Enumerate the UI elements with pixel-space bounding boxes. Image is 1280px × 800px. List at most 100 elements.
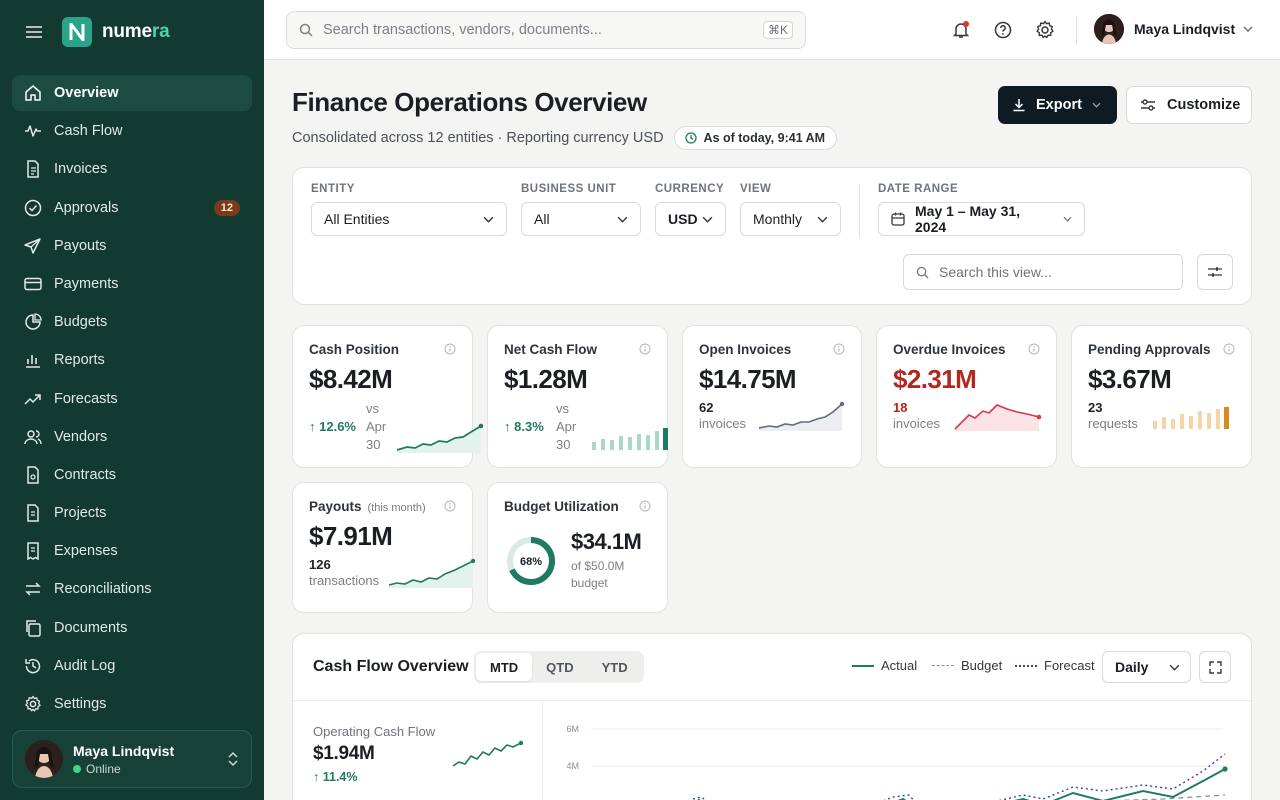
kpi-title-text: Payouts [309,499,362,514]
info-icon[interactable] [639,500,651,512]
kpi-payouts[interactable]: Payouts (this month) $7.91M 126 transactio… [292,482,475,613]
sidebar-item-approvals[interactable]: Approvals 12 [12,190,252,226]
sidebar-item-payouts[interactable]: Payouts [12,228,252,264]
info-icon[interactable] [639,343,651,355]
info-icon[interactable] [833,343,845,355]
gear-icon[interactable] [1033,18,1057,42]
menu-icon[interactable] [22,20,46,44]
operating-sparkline [452,740,523,767]
granularity-select[interactable]: Daily [1102,651,1191,683]
filter-divider [859,184,860,238]
date-range-filter: DATE RANGE May 1 – May 31, 2024 [878,183,1085,236]
sidebar-item-label: Payouts [54,237,107,254]
search-input[interactable]: Search transactions, vendors, documents.… [323,22,602,38]
operating-cash-flow-delta-value: 11.4% [322,770,358,784]
page-title: Finance Operations Overview [292,87,647,117]
budget-donut-arc [507,537,555,585]
sidebar-item-cash-flow[interactable]: Cash Flow [12,113,252,149]
export-button[interactable]: Export [998,86,1117,124]
kpi-sparkline [759,401,845,431]
sidebar-item-label: Cash Flow [54,123,123,140]
kpi-bars [1153,407,1229,429]
user-name: Maya Lindqvist [1134,21,1236,37]
sidebar-item-reports[interactable]: Reports [12,342,252,378]
view-select[interactable]: Monthly [740,202,841,236]
notifications-bell-icon[interactable] [949,18,973,42]
calendar-icon [891,212,905,226]
kpi-delta-value: 8.3% [514,419,544,434]
sidebar-item-forecasts[interactable]: Forecasts [12,381,252,417]
legend-actual-swatch [852,664,874,667]
currency-filter: CURRENCY USD [655,183,726,236]
kpi-value: $8.42M [309,364,393,394]
sidebar-item-contracts[interactable]: Contracts [12,457,252,493]
tab-qtd[interactable]: QTD [546,659,574,675]
info-icon[interactable] [444,343,456,355]
entity-select[interactable]: All Entities [311,202,507,236]
main-content: Finance Operations Overview Consolidated… [264,60,1280,800]
tab-mtd[interactable]: MTD [476,653,533,681]
currency-select[interactable]: USD [655,202,726,236]
kpi-title: Payouts (this month) [309,499,426,514]
kpi-title: Net Cash Flow [504,342,598,357]
expand-chevrons-icon[interactable] [227,751,239,767]
date-range-value: May 1 – May 31, 2024 [915,203,1021,235]
tab-ytd[interactable]: YTD [601,659,628,675]
date-range-select[interactable]: May 1 – May 31, 2024 [878,202,1085,236]
customize-button[interactable]: Customize [1126,86,1252,124]
kpi-net-cash-flow[interactable]: Net Cash Flow $1.28M ↑ 8.3% vs Apr 30 [487,325,668,468]
sidebar-item-expenses[interactable]: Expenses [12,533,252,569]
chevron-down-icon [1169,664,1180,671]
view-search-input[interactable]: Search this view... [939,264,1052,280]
user-menu[interactable]: Maya Lindqvist [1094,14,1253,44]
expand-button[interactable] [1199,651,1231,683]
sidebar-user-card[interactable]: Maya Lindqvist Online [12,730,252,788]
help-icon[interactable] [991,18,1015,42]
business-unit-select[interactable]: All [521,202,641,236]
filters-panel: ENTITY All Entities BUSINESS UNIT All CU… [292,167,1252,305]
chevron-down-icon [483,216,494,223]
actual-line [696,768,1226,800]
filter-settings-button[interactable] [1197,254,1233,290]
sliders-icon [1208,266,1222,278]
sidebar-item-projects[interactable]: Projects [12,495,252,531]
sidebar-item-audit-log[interactable]: Audit Log [12,648,252,684]
kpi-pending-approvals[interactable]: Pending Approvals $3.67M 23 requests [1071,325,1252,468]
entity-value: All Entities [324,211,390,227]
sidebar-item-settings[interactable]: Settings [12,686,252,722]
sidebar-item-label: Contracts [54,466,117,483]
sidebar-item-invoices[interactable]: Invoices [12,151,252,187]
view-search[interactable]: Search this view... [903,254,1183,290]
customize-label: Customize [1167,97,1241,113]
user-status-label: Online [86,761,121,776]
sidebar-item-label: Settings [54,696,107,712]
entity-filter: ENTITY All Entities [311,183,507,236]
as-of-label: As of today, 9:41 AM [703,131,826,145]
sidebar-item-label: Vendors [54,428,108,445]
sidebar-item-reconciliations[interactable]: Reconciliations [12,571,252,607]
sliders-icon [1141,99,1155,111]
sidebar-item-payments[interactable]: Payments [12,266,252,302]
kpi-budget-utilization[interactable]: Budget Utilization 68% $34.1M of $50.0M b… [487,482,668,613]
kpi-open-invoices[interactable]: Open Invoices $14.75M 62 invoices [682,325,862,468]
sidebar-item-label: Projects [54,505,107,522]
operating-cash-flow-value: $1.94M [313,743,375,764]
global-search[interactable]: Search transactions, vendors, documents.… [286,11,806,49]
topbar: Search transactions, vendors, documents.… [264,0,1280,60]
kpi-title: Overdue Invoices [893,342,1006,357]
users-icon [24,429,42,444]
sidebar-item-budgets[interactable]: Budgets [12,304,252,340]
kpi-cash-position[interactable]: Cash Position $8.42M ↑ 12.6% vs Apr 30 [292,325,483,468]
info-icon[interactable] [1223,343,1235,355]
info-icon[interactable] [444,500,456,512]
info-icon[interactable] [1028,343,1040,355]
kpi-count: 62 invoices [699,400,746,432]
sidebar-item-overview[interactable]: Overview [12,75,252,111]
sidebar: numera Overview Cash Flow Invoices Approval… [0,0,264,800]
kpi-count-unit: invoices [699,416,746,431]
kpi-count-unit: requests [1088,416,1138,431]
sidebar-item-documents[interactable]: Documents [12,610,252,646]
subtitle-text: Consolidated across 12 entities · Report… [292,130,664,146]
sidebar-item-vendors[interactable]: Vendors [12,419,252,455]
kpi-overdue-invoices[interactable]: Overdue Invoices $2.31M 18 invoices [876,325,1057,468]
